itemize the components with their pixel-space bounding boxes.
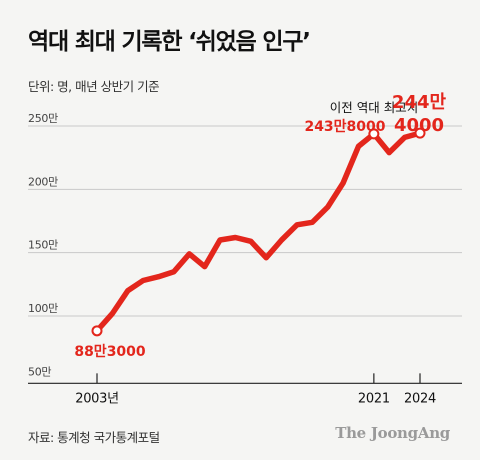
brand-logo: The JoongAng (335, 424, 450, 442)
highlight-points (91, 127, 426, 337)
y-tick-label: 250만 (28, 112, 58, 125)
y-tick-label: 200만 (28, 175, 58, 188)
latest-value-line1: 244만 (392, 92, 447, 113)
previous-record-value: 243만8000 (304, 119, 385, 135)
unit-note: 단위: 명, 매년 상반기 기준 (28, 79, 160, 94)
x-tick-label: 2021 (358, 391, 390, 406)
annotations: 88만3000 이전 역대 최고치 243만8000 244만 4000 (74, 92, 446, 360)
first-value-label: 88만3000 (74, 344, 146, 360)
y-tick-label: 150만 (28, 239, 58, 252)
highlight-point-2024 (414, 127, 426, 139)
latest-value-line2: 4000 (394, 115, 444, 136)
previous-record-caption: 이전 역대 최고치 (330, 100, 418, 115)
series-line (94, 130, 423, 334)
highlight-point-2003 (91, 325, 103, 337)
source-note: 자료: 통계청 국가통계포털 (28, 430, 160, 445)
y-tick-label: 100만 (28, 302, 58, 315)
series-line-layer (94, 130, 423, 334)
chart-title: 역대 최대 기록한 ‘쉬었음 인구’ (28, 29, 311, 55)
y-tick-label: 50만 (28, 365, 51, 378)
x-axis-ticks: 2003년 2021 2024 (75, 373, 436, 406)
x-tick-label: 2024 (404, 391, 436, 406)
x-tick-label: 2003년 (75, 391, 119, 406)
y-axis-ticks: 250만 200만 150만 100만 50만 (28, 112, 58, 378)
grid-layer (28, 125, 462, 384)
highlight-point-2021 (368, 128, 380, 140)
